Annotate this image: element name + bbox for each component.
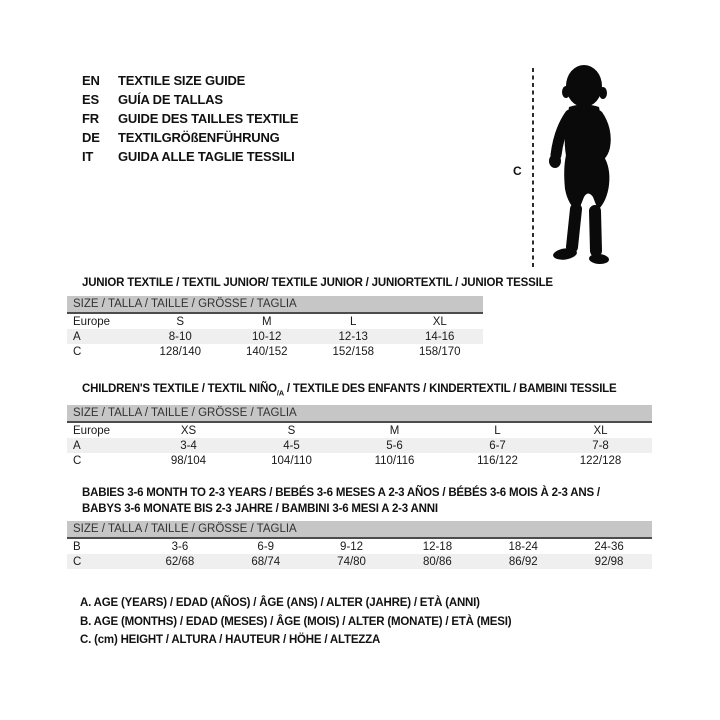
footnotes: A. AGE (YEARS) / EDAD (AÑOS) / ÂGE (ANS)… [80,594,512,650]
table-cell: 86/92 [508,555,538,568]
table-cell: XL [432,315,447,328]
language-list: EN TEXTILE SIZE GUIDE ES GUÍA DE TALLAS … [82,71,299,166]
table-cell: L [494,424,501,437]
table-cell: L [350,315,357,328]
table-cell: 10-12 [252,330,282,343]
table-row: B 3-6 6-9 9-12 12-18 18-24 24-36 [67,539,652,554]
size-header-bar: SIZE / TALLA / TAILLE / GRÖSSE / TAGLIA [67,405,652,424]
table-cell: 122/128 [579,454,622,467]
babies-title: BABIES 3-6 MONTH TO 2-3 YEARS / BEBÉS 3-… [67,485,652,517]
language-label: GUIDA ALLE TAGLIE TESSILI [118,149,295,164]
table-cell: 6-7 [489,439,506,452]
table-cell: 92/98 [594,555,624,568]
table-cell: 3-4 [180,439,197,452]
language-row-es: ES GUÍA DE TALLAS [82,90,298,109]
language-row-fr: FR GUIDE DES TAILLES TEXTILE [82,109,299,128]
table-cell: 12-13 [338,330,368,343]
childrens-textile-section: CHILDREN'S TEXTILE / TEXTIL NIÑO/A / TEX… [67,383,652,468]
table-cell: 12-18 [422,540,453,553]
junior-textile-title: JUNIOR TEXTILE / TEXTIL JUNIOR/ TEXTILE … [82,277,553,289]
row-label: Europe [73,424,111,437]
row-label: C [73,555,82,568]
junior-textile-table: Europe S M L XL A 8-10 10-12 12-13 14-16 C 128/140 1… [67,314,483,359]
babies-title-line-2: BABYS 3-6 MONATE BIS 2-3 JAHRE / BAMBINI… [82,503,438,515]
table-cell: 3-6 [171,540,189,553]
table-cell: M [389,424,400,437]
table-row: Europe XS S M L XL [67,423,652,438]
language-code: IT [82,149,94,164]
row-label: Europe [73,315,111,328]
height-measure-dotted-line [532,68,534,268]
table-row: Europe S M L XL [67,314,483,329]
row-label: C [73,454,82,467]
table-cell: 7-8 [592,439,609,452]
table-cell: XS [180,424,197,437]
table-cell: 18-24 [508,540,538,553]
language-row-it: IT GUIDA ALLE TAGLIE TESSILI [82,147,298,166]
row-label: A [73,330,81,343]
language-row-en: EN TEXTILE SIZE GUIDE [82,71,298,90]
footnote-a: A. AGE (YEARS) / EDAD (AÑOS) / ÂGE (ANS)… [80,597,480,609]
table-row: C 128/140 140/152 152/158 158/170 [67,344,483,359]
table-row: C 98/104 104/110 110/116 116/122 122/128 [67,453,652,468]
language-label: GUIDE DES TAILLES TEXTILE [118,111,299,126]
language-label: TEXTILE SIZE GUIDE [118,73,246,88]
babies-textile-table: B 3-6 6-9 9-12 12-18 18-24 24-36 C 62/68 68/74 74/… [67,539,652,569]
babies-title-line-1: BABIES 3-6 MONTH TO 2-3 YEARS / BEBÉS 3-… [82,487,600,499]
table-cell: 68/74 [251,555,281,568]
table-cell: M [261,315,272,328]
language-label: GUÍA DE TALLAS [118,92,223,107]
language-label: TEXTILGRÖßENFÜHRUNG [118,130,280,145]
table-cell: 158/170 [418,345,461,358]
table-cell: 9-12 [340,540,364,553]
childrens-textile-table: Europe XS S M L XL A 3-4 4-5 5-6 6-7 7-8 C 98/104 104/… [67,423,652,468]
title-text: CHILDREN'S TEXTILE / TEXTIL NIÑO [82,383,277,395]
table-cell: 24-36 [594,540,624,553]
height-measure-label: C [513,164,522,178]
language-code: FR [82,111,99,126]
babies-textile-section: BABIES 3-6 MONTH TO 2-3 YEARS / BEBÉS 3-… [67,485,652,569]
row-label: B [73,540,81,553]
table-row: C 62/68 68/74 74/80 80/86 86/92 92/98 [67,554,652,569]
table-cell: XL [593,424,608,437]
table-cell: 80/86 [423,555,452,568]
junior-textile-section: JUNIOR TEXTILE / TEXTIL JUNIOR/ TEXTILE … [67,277,553,359]
table-cell: 6-9 [257,540,275,553]
table-cell: 152/158 [332,345,375,358]
table-cell: 98/104 [170,454,207,467]
table-row: A 8-10 10-12 12-13 14-16 [67,329,483,344]
table-cell: 62/68 [165,555,195,568]
language-code: DE [82,130,100,145]
table-cell: 140/152 [245,345,288,358]
table-cell: 5-6 [386,439,403,452]
language-code: ES [82,92,99,107]
row-label: C [73,345,82,358]
language-code: EN [82,73,100,88]
footnote-c: C. (cm) HEIGHT / ALTURA / HAUTEUR / HÖHE… [80,634,381,646]
childrens-textile-title: CHILDREN'S TEXTILE / TEXTIL NIÑO/A / TEX… [82,383,652,399]
table-cell: 74/80 [337,555,366,568]
footnote-b: B. AGE (MONTHS) / EDAD (MESES) / ÂGE (MO… [80,615,512,628]
table-cell: 110/116 [374,454,415,467]
row-label: A [73,439,81,452]
size-header-bar: SIZE / TALLA / TAILLE / GRÖSSE / TAGLIA [67,521,652,539]
table-cell: 116/122 [477,454,518,467]
table-cell: S [176,315,185,328]
title-subscript: /A [276,388,284,398]
table-row: A 3-4 4-5 5-6 6-7 7-8 [67,438,652,454]
table-cell: 4-5 [283,439,300,452]
toddler-silhouette-icon [549,65,611,265]
language-row-de: DE TEXTILGRÖßENFÜHRUNG [82,128,298,147]
size-header-bar: SIZE / TALLA / TAILLE / GRÖSSE / TAGLIA [67,296,483,314]
title-text: / TEXTILE DES ENFANTS / KINDERTEXTIL / B… [283,383,617,395]
table-cell: 128/140 [159,345,202,358]
table-cell: 8-10 [168,330,192,343]
table-cell: S [287,424,296,437]
table-cell: 104/110 [271,454,312,467]
table-cell: 14-16 [425,330,455,343]
